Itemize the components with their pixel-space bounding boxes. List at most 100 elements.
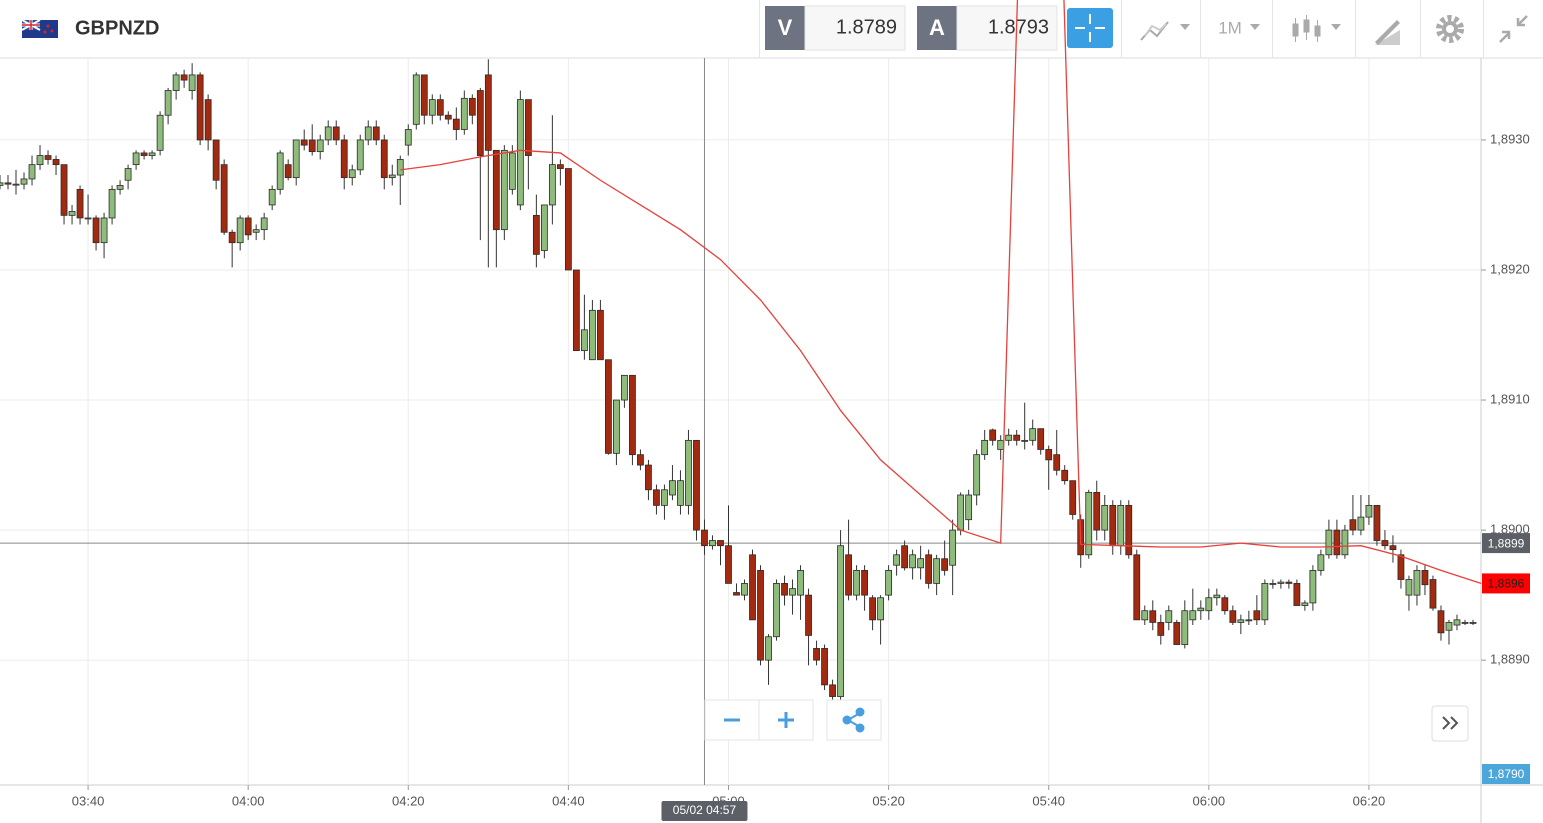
candle-body [20, 178, 28, 185]
candle-body [773, 583, 780, 638]
candle-body [1373, 504, 1381, 541]
candle-body [1437, 610, 1445, 634]
candle-body [981, 439, 989, 456]
settings-button[interactable] [1436, 15, 1464, 43]
candle-body [1285, 581, 1293, 584]
candle-body [1109, 504, 1117, 547]
candle-body [677, 480, 684, 506]
crosshair-button[interactable] [1067, 8, 1113, 48]
candle-body [693, 439, 700, 531]
candle-body [404, 129, 412, 146]
candle-body [1149, 610, 1157, 623]
crosshair-time-label: 05/02 04:57 [673, 803, 737, 817]
candle-body [837, 545, 844, 697]
candle-body [1381, 540, 1389, 547]
candle-body [276, 152, 284, 190]
candle-body [1037, 428, 1045, 450]
candle-body [340, 139, 348, 179]
candle-body [789, 588, 796, 596]
candle-body [564, 168, 572, 271]
candle-body [1261, 583, 1269, 621]
zoom-in-button[interactable] [758, 699, 814, 741]
sell-badge[interactable] [765, 6, 805, 50]
candle-body [212, 139, 220, 181]
candle-body [1469, 622, 1477, 624]
candle-body [292, 139, 300, 179]
candle-body [1101, 504, 1109, 531]
x-tick-label: 03:40 [72, 793, 105, 808]
candle-body [1141, 610, 1149, 621]
candle-body [428, 99, 436, 116]
collapse-button[interactable] [1499, 15, 1528, 43]
timeframe-button[interactable]: 1M [1218, 18, 1260, 37]
candle-body [989, 429, 997, 441]
sell-price: 1.8789 [836, 16, 897, 38]
candle-body [1157, 622, 1165, 636]
candle-body [580, 329, 588, 352]
candle-body [1005, 434, 1013, 441]
candle-body [1397, 554, 1405, 580]
candle-body [1333, 529, 1341, 556]
candle-body [124, 168, 132, 181]
candle-body [380, 139, 388, 179]
symbol: GBPNZD [75, 17, 159, 39]
candle-body [1389, 545, 1397, 551]
candle-body [484, 74, 492, 151]
candle-body [324, 126, 332, 141]
candle-body [629, 374, 636, 456]
candle-body [701, 529, 708, 547]
axis-tag-label: 1,8790 [1488, 767, 1525, 781]
candle-body [108, 188, 116, 219]
buy-badge[interactable] [917, 6, 957, 50]
candle-body [1413, 570, 1421, 596]
candle-body [516, 99, 524, 206]
candle-body [1349, 519, 1357, 531]
candle-body [524, 99, 532, 156]
candle-body [1181, 610, 1189, 645]
candle-body [132, 152, 140, 166]
flag [21, 19, 58, 38]
candle-body [1221, 597, 1229, 612]
candle-body [1325, 529, 1333, 556]
candle-body [92, 217, 100, 244]
candle-body [1029, 428, 1037, 441]
candle-body [220, 164, 228, 233]
moving-average [400, 0, 1482, 585]
candle-body [805, 594, 812, 636]
x-tick-label: 06:20 [1353, 793, 1386, 808]
candle-body [316, 139, 324, 153]
candle-body [765, 636, 772, 661]
candle-body [420, 74, 428, 116]
candle-body [1245, 619, 1253, 622]
candle-body [605, 359, 612, 454]
x-tick-label: 04:20 [392, 793, 425, 808]
candle-body [741, 583, 748, 596]
y-tick-label: 1,8930 [1490, 131, 1530, 146]
candle-body [1341, 529, 1349, 556]
candle-body [1085, 491, 1093, 556]
candle-body [1229, 610, 1237, 623]
candle-body [236, 217, 244, 244]
candle-body [228, 231, 236, 244]
draw-button[interactable] [1375, 20, 1400, 45]
candle-style-button[interactable] [1292, 15, 1341, 42]
chart-type-button[interactable] [1140, 21, 1190, 41]
candle-body [661, 489, 668, 506]
candle-body [733, 592, 740, 596]
candle-body [500, 149, 508, 231]
candle-body [1197, 607, 1205, 612]
candle-body [180, 74, 188, 81]
zoom-out-button[interactable] [704, 699, 760, 741]
candle-body [877, 597, 884, 621]
scroll-right-button[interactable] [1431, 705, 1469, 742]
candle-body [1365, 504, 1373, 518]
price-tag-label: 1,8896 [1488, 577, 1525, 591]
candle-body [460, 97, 468, 130]
buy-box[interactable] [956, 5, 1058, 51]
candle-body [1021, 439, 1029, 442]
candle-body [348, 169, 356, 179]
candle-body [1269, 583, 1277, 585]
sell-box[interactable] [804, 5, 906, 51]
candle-body [284, 164, 292, 179]
share-button[interactable] [826, 699, 882, 741]
